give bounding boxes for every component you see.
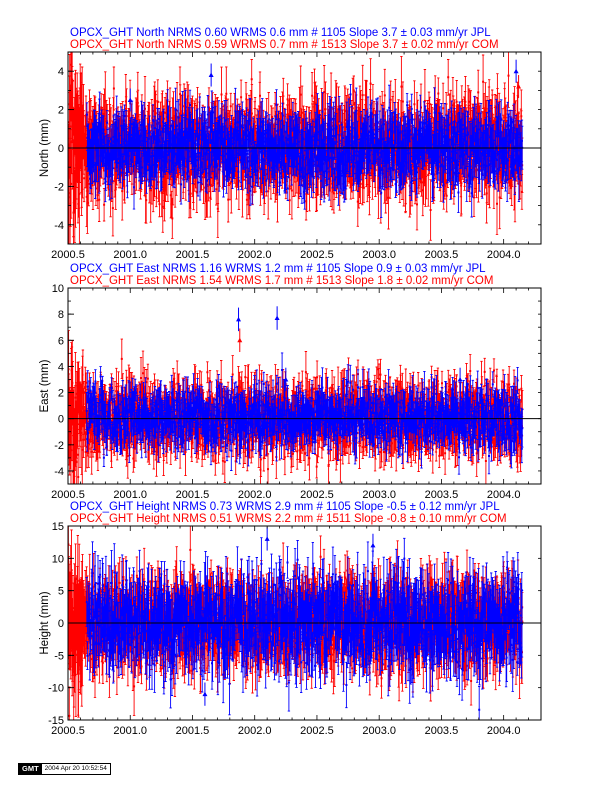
- panel-2-ytick-0: 0: [58, 414, 64, 426]
- panel-1-xtick-2003.5: 2003.5: [425, 249, 459, 261]
- panel-1-xtick-2000.5: 2000.5: [51, 249, 85, 261]
- panel-3-title-2: OPCX_GHT Height NRMS 0.51 WRMS 2.2 mm # …: [70, 513, 507, 525]
- panel-1-title-1: OPCX_GHT North NRMS 0.60 WRMS 0.6 mm # 1…: [70, 27, 491, 39]
- outlier-3-point: [237, 337, 243, 343]
- panel-3-ylabel: Height (mm): [39, 591, 51, 654]
- panel-1-title-2: OPCX_GHT North NRMS 0.59 WRMS 0.7 mm # 1…: [70, 39, 499, 51]
- outlier-4-point: [127, 97, 133, 102]
- outlier-2-point: [274, 315, 280, 321]
- panel-2-title-1: OPCX_GHT East NRMS 1.16 WRMS 1.2 mm # 11…: [70, 263, 486, 275]
- panel-3-ytick--10: -10: [48, 683, 64, 695]
- outlier-1-point: [208, 72, 214, 78]
- panel-3-ytick-5: 5: [58, 586, 64, 598]
- panel-3-ytick-15: 15: [52, 521, 64, 533]
- panel-3-xtick-2001.5: 2001.5: [176, 725, 210, 737]
- outlier-1-point: [370, 542, 376, 548]
- panel-2-xtick-2003.0: 2003.0: [362, 489, 396, 501]
- panel-3-xtick-2002.5: 2002.5: [300, 725, 334, 737]
- panel-2-ytick--2: -2: [54, 440, 64, 452]
- panel-2-ytick-2: 2: [58, 388, 64, 400]
- panel-2-title-2: OPCX_GHT East NRMS 1.54 WRMS 1.7 mm # 15…: [70, 275, 493, 287]
- panel-3-ytick--15: -15: [48, 715, 64, 727]
- panel-1-xtick-2004.0: 2004.0: [487, 249, 521, 261]
- panel-1-xtick-2002.5: 2002.5: [300, 249, 334, 261]
- panel-2: OPCX_GHT East NRMS 1.16 WRMS 1.2 mm # 11…: [39, 263, 542, 501]
- panel-3-title-1: OPCX_GHT Height NRMS 0.73 WRMS 2.9 mm # …: [70, 501, 500, 513]
- series-jpl: [85, 537, 524, 720]
- panel-3-xtick-2003.5: 2003.5: [425, 725, 459, 737]
- gmt-timestamp-stamp: GMT 2004 Apr 20 10:52:54: [18, 763, 111, 775]
- panel-2-xtick-2001.5: 2001.5: [176, 489, 210, 501]
- gmt-logo: GMT: [19, 764, 42, 774]
- panel-2-ytick--4: -4: [54, 466, 64, 478]
- panel-2-xtick-2003.5: 2003.5: [425, 489, 459, 501]
- outlier-2-point: [513, 68, 519, 74]
- panel-3-xtick-2004.0: 2004.0: [487, 725, 521, 737]
- series-jpl-points: [85, 93, 524, 195]
- panel-3-ytick-0: 0: [58, 618, 64, 630]
- outlier-2-point: [202, 691, 208, 697]
- panel-1-ytick-4: 4: [58, 66, 64, 78]
- series-jpl-points: [85, 557, 523, 711]
- panel-3-xtick-2003.0: 2003.0: [362, 725, 396, 737]
- panel-2-xtick-2002.0: 2002.0: [238, 489, 272, 501]
- outlier-5-point: [457, 376, 463, 382]
- panel-3-xtick-2002.0: 2002.0: [238, 725, 272, 737]
- panel-3-ytick-10: 10: [52, 553, 64, 565]
- outlier-1-point: [236, 316, 242, 322]
- panel-2-xtick-2000.5: 2000.5: [51, 489, 85, 501]
- series-jpl: [85, 352, 524, 475]
- panel-3-ytick--5: -5: [54, 650, 64, 662]
- panel-1-ytick--4: -4: [54, 220, 64, 232]
- outlier-4-point: [283, 376, 289, 382]
- panel-2-xtick-2001.0: 2001.0: [113, 489, 147, 501]
- panel-1-ytick-0: 0: [58, 143, 64, 155]
- panel-2-data: [68, 306, 524, 484]
- outlier-3-point: [516, 84, 522, 89]
- plot-date: 2004 Apr 20 10:52:54: [44, 765, 107, 772]
- panel-1-xtick-2001.0: 2001.0: [113, 249, 147, 261]
- panel-2-ytick-10: 10: [52, 283, 64, 295]
- panel-2-ylabel: East (mm): [39, 359, 51, 412]
- panel-1-xtick-2001.5: 2001.5: [176, 249, 210, 261]
- series-jpl: [85, 83, 524, 219]
- panel-2-ytick-6: 6: [58, 335, 64, 347]
- panel-3-xtick-2001.0: 2001.0: [113, 725, 147, 737]
- panel-2-xtick-2004.0: 2004.0: [487, 489, 521, 501]
- panel-1-xtick-2003.0: 2003.0: [362, 249, 396, 261]
- panel-3: OPCX_GHT Height NRMS 0.73 WRMS 2.9 mm # …: [39, 501, 542, 737]
- panel-1-ytick-2: 2: [58, 105, 64, 117]
- panel-1: OPCX_GHT North NRMS 0.60 WRMS 0.6 mm # 1…: [39, 27, 542, 261]
- panel-1-ytick--2: -2: [54, 181, 64, 193]
- panel-3-xtick-2000.5: 2000.5: [51, 725, 85, 737]
- outlier-3-point: [264, 536, 270, 541]
- panel-1-ylabel: North (mm): [39, 119, 51, 177]
- panel-1-xtick-2002.0: 2002.0: [238, 249, 272, 261]
- panel-2-ytick-4: 4: [58, 361, 64, 373]
- panel-2-xtick-2002.5: 2002.5: [300, 489, 334, 501]
- panel-2-ytick-8: 8: [58, 309, 64, 321]
